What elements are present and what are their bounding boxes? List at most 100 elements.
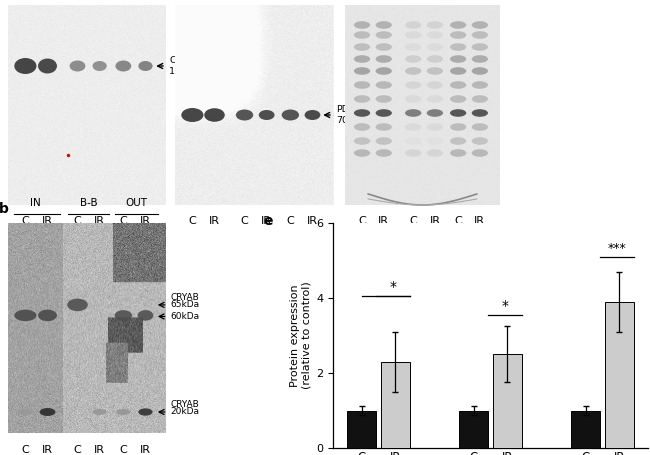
- Ellipse shape: [354, 67, 370, 75]
- Ellipse shape: [281, 110, 299, 121]
- Text: C: C: [21, 216, 29, 226]
- Text: 60kDa: 60kDa: [171, 312, 200, 321]
- Ellipse shape: [376, 31, 392, 39]
- Ellipse shape: [38, 309, 57, 321]
- Text: IR: IR: [94, 216, 105, 226]
- Text: C: C: [358, 216, 366, 226]
- Text: C: C: [240, 216, 248, 226]
- Text: C: C: [21, 445, 29, 455]
- Ellipse shape: [305, 110, 320, 120]
- Ellipse shape: [354, 109, 370, 117]
- Text: e: e: [264, 214, 273, 228]
- Ellipse shape: [450, 81, 466, 89]
- Ellipse shape: [376, 123, 392, 131]
- Ellipse shape: [92, 409, 107, 415]
- Bar: [381, 362, 410, 448]
- Ellipse shape: [427, 95, 443, 103]
- Text: OUT: OUT: [125, 198, 148, 208]
- Ellipse shape: [354, 55, 370, 63]
- Text: *: *: [389, 280, 396, 294]
- Ellipse shape: [472, 137, 488, 145]
- Ellipse shape: [405, 81, 421, 89]
- Text: CD166
110kDa: CD166 110kDa: [169, 56, 206, 76]
- Ellipse shape: [472, 55, 488, 63]
- Text: ***: ***: [608, 242, 627, 254]
- Ellipse shape: [354, 21, 370, 29]
- Ellipse shape: [70, 61, 85, 71]
- Y-axis label: Protein expression
(relative to control): Protein expression (relative to control): [290, 282, 312, 389]
- Text: IR: IR: [430, 216, 441, 226]
- Ellipse shape: [354, 31, 370, 39]
- Bar: [604, 302, 634, 448]
- Ellipse shape: [472, 43, 488, 51]
- Ellipse shape: [472, 95, 488, 103]
- Ellipse shape: [14, 309, 36, 321]
- Ellipse shape: [259, 110, 274, 120]
- Ellipse shape: [67, 298, 88, 311]
- Text: IR: IR: [140, 445, 151, 455]
- Text: IR: IR: [474, 216, 486, 226]
- Text: IR: IR: [307, 216, 318, 226]
- Ellipse shape: [376, 137, 392, 145]
- Ellipse shape: [116, 61, 131, 71]
- Text: IR: IR: [378, 216, 389, 226]
- Ellipse shape: [450, 149, 466, 157]
- Ellipse shape: [376, 43, 392, 51]
- Ellipse shape: [450, 31, 466, 39]
- Ellipse shape: [204, 108, 225, 122]
- Ellipse shape: [450, 67, 466, 75]
- Ellipse shape: [405, 55, 421, 63]
- Ellipse shape: [450, 137, 466, 145]
- Ellipse shape: [472, 109, 488, 117]
- Text: C: C: [454, 216, 462, 226]
- Ellipse shape: [427, 149, 443, 157]
- Text: IR: IR: [42, 216, 53, 226]
- Ellipse shape: [405, 95, 421, 103]
- Text: IR: IR: [261, 216, 272, 226]
- Text: C: C: [73, 216, 81, 226]
- Ellipse shape: [427, 109, 443, 117]
- Ellipse shape: [450, 123, 466, 131]
- Ellipse shape: [405, 21, 421, 29]
- Ellipse shape: [138, 310, 153, 321]
- Ellipse shape: [116, 409, 131, 415]
- Ellipse shape: [427, 43, 443, 51]
- Text: IR: IR: [140, 216, 151, 226]
- Ellipse shape: [450, 95, 466, 103]
- Ellipse shape: [376, 67, 392, 75]
- Ellipse shape: [18, 409, 33, 415]
- Ellipse shape: [354, 81, 370, 89]
- Ellipse shape: [472, 123, 488, 131]
- Ellipse shape: [472, 21, 488, 29]
- Ellipse shape: [405, 67, 421, 75]
- Text: C: C: [73, 445, 81, 455]
- Ellipse shape: [354, 95, 370, 103]
- Ellipse shape: [376, 21, 392, 29]
- Ellipse shape: [450, 109, 466, 117]
- Text: C: C: [188, 216, 196, 226]
- Ellipse shape: [472, 31, 488, 39]
- Ellipse shape: [181, 108, 203, 122]
- Text: b: b: [0, 202, 8, 216]
- Ellipse shape: [405, 31, 421, 39]
- Ellipse shape: [376, 109, 392, 117]
- Bar: [571, 410, 600, 448]
- Text: B-B: B-B: [80, 198, 98, 208]
- Ellipse shape: [450, 43, 466, 51]
- Text: CRYAB: CRYAB: [171, 400, 200, 409]
- Text: C: C: [120, 445, 127, 455]
- Ellipse shape: [427, 123, 443, 131]
- Ellipse shape: [138, 61, 153, 71]
- Ellipse shape: [14, 58, 36, 74]
- Ellipse shape: [405, 109, 421, 117]
- Ellipse shape: [138, 408, 153, 416]
- Ellipse shape: [427, 55, 443, 63]
- Ellipse shape: [92, 61, 107, 71]
- Text: C: C: [120, 216, 127, 226]
- Ellipse shape: [450, 55, 466, 63]
- Text: C: C: [287, 216, 294, 226]
- Text: CRYAB: CRYAB: [171, 293, 200, 302]
- Ellipse shape: [405, 43, 421, 51]
- Ellipse shape: [38, 59, 57, 74]
- Text: 65kDa: 65kDa: [171, 300, 200, 309]
